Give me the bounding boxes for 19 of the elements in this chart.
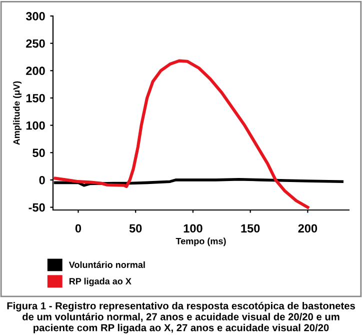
x-tick-label: 200: [298, 224, 318, 233]
x-tick-label: 100: [184, 224, 202, 233]
legend-label: RP ligada ao X: [69, 278, 132, 286]
y-tick-label: 100: [26, 121, 45, 130]
y-axis-title: Amplitude (μV): [13, 81, 22, 145]
y-tick-label: -50: [28, 203, 45, 212]
text: Figura 1 - Registro representativo da resposta escotópica de bastonetes de um voluntário normal, 27 anos e acuidade visual de 20/20 e um paciente com RP ligada ao X, 27 anos e acuidade visual 20/20: [7, 302, 355, 334]
y-tick-label: 200: [26, 66, 45, 76]
y-tick-label: 50: [32, 148, 45, 158]
x-axis-title: Tempo (ms): [176, 238, 226, 246]
y-tick-label: 150: [26, 94, 45, 102]
line-series: [54, 59, 310, 209]
x-tick-label: 50: [129, 224, 142, 233]
legend-label: Voluntário normal: [68, 261, 145, 268]
x-tick-label: 150: [241, 224, 260, 233]
y-tick-label: 250: [26, 39, 45, 48]
x-tick-label: 0: [75, 224, 82, 233]
y-tick-label: 0: [39, 176, 45, 184]
y-tick-label: 300: [26, 12, 45, 20]
